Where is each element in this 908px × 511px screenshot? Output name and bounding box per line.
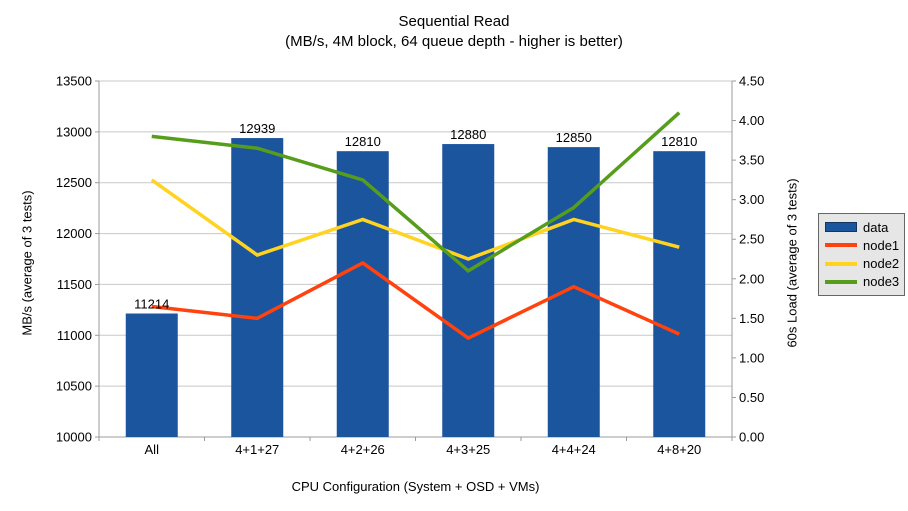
bar-4+8+20 <box>653 151 706 437</box>
legend-swatch-node3 <box>825 279 857 284</box>
line-node2 <box>150 178 680 261</box>
legend-label-node3: node3 <box>863 274 900 290</box>
left-tick-label: 13000 <box>56 124 92 139</box>
left-tick-label: 10000 <box>56 430 92 445</box>
line-node3 <box>151 111 681 274</box>
bar-value-label: 12939 <box>239 121 275 136</box>
right-tick-label: 2.00 <box>739 271 764 286</box>
left-tick-label: 11000 <box>57 328 92 343</box>
bar-value-label: 11214 <box>134 297 169 312</box>
legend-item-data: data <box>825 221 898 234</box>
bar-All <box>125 313 178 437</box>
chart-title: Sequential Read <box>398 13 510 30</box>
bar-value-label: 12850 <box>556 130 592 145</box>
left-tick-label: 12000 <box>56 226 92 241</box>
right-tick-label: 1.00 <box>739 350 764 365</box>
left-tick-label: 11500 <box>57 277 92 292</box>
bar-value-label: 12880 <box>450 127 486 142</box>
right-tick-label: 4.00 <box>739 113 764 128</box>
category-label: 4+4+24 <box>552 442 596 457</box>
legend-item-node2: node2 <box>825 256 900 272</box>
bar-value-label: 12810 <box>661 134 697 149</box>
category-label: All <box>145 442 160 457</box>
right-tick-label: 0.00 <box>739 430 764 445</box>
legend-swatch-node2 <box>825 261 857 266</box>
right-tick-label: 4.50 <box>739 74 764 89</box>
right-tick-label: 3.00 <box>739 192 764 207</box>
right-axis-title: 60s Load (average of 3 tests) <box>784 178 800 348</box>
left-axis-title: MB/s (average of 3 tests) <box>19 190 35 336</box>
bar-4+3+25 <box>442 144 495 437</box>
legend-item-node1: node1 <box>825 237 900 253</box>
left-tick-label: 10500 <box>56 379 92 394</box>
legend-swatch-node1 <box>825 243 857 248</box>
x-axis-title: CPU Configuration (System + OSD + VMs) <box>291 479 540 494</box>
left-tick-label: 13500 <box>56 74 92 89</box>
category-label: 4+8+20 <box>657 442 701 457</box>
bar-4+2+26 <box>336 151 389 437</box>
right-tick-label: 0.50 <box>739 390 764 405</box>
right-tick-label: 3.50 <box>739 153 764 168</box>
legend-label-node1: node1 <box>863 237 900 253</box>
legend-label-data: data <box>863 219 889 235</box>
legend-item-node3: node3 <box>825 274 900 290</box>
legend-swatch-data <box>825 222 857 233</box>
chart-subtitle: (MB/s, 4M block, 64 queue depth - higher… <box>285 33 623 50</box>
category-label: 4+3+25 <box>446 442 490 457</box>
legend: data node1 node2 node3 <box>818 213 905 296</box>
right-tick-label: 1.50 <box>739 311 764 326</box>
category-label: 4+1+27 <box>235 442 279 457</box>
left-tick-label: 12500 <box>56 175 92 190</box>
right-tick-label: 2.50 <box>739 232 764 247</box>
bar-value-label: 12810 <box>345 134 381 149</box>
bar-4+4+24 <box>547 147 600 437</box>
line-node1 <box>151 260 680 341</box>
legend-label-node2: node2 <box>863 256 900 272</box>
category-label: 4+2+26 <box>341 442 385 457</box>
bar-4+1+27 <box>231 138 284 438</box>
